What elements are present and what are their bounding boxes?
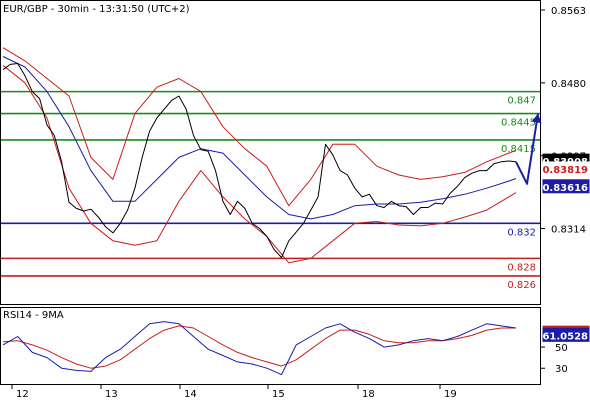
level-label-4: 0.828 bbox=[507, 262, 536, 273]
x-tick-label-0: 12 bbox=[16, 389, 29, 400]
rsi-panel-frame bbox=[0, 307, 541, 385]
projection-arrow-line bbox=[515, 113, 539, 185]
rsi-y-tick-label-1: 30 bbox=[555, 364, 568, 375]
x-tick-label-1: 13 bbox=[105, 389, 118, 400]
price-tag-2: 0.83616 bbox=[542, 183, 588, 194]
x-tick-label-3: 15 bbox=[272, 389, 285, 400]
y-tick-label-3: 0.8314 bbox=[551, 225, 586, 236]
rsi-y-tick-label-0: 50 bbox=[555, 343, 568, 354]
y-tick-label-1: 0.8480 bbox=[551, 79, 586, 90]
level-label-2: 0.8415 bbox=[501, 144, 536, 155]
level-label-0: 0.847 bbox=[507, 96, 536, 107]
x-tick-label-4: 18 bbox=[362, 389, 375, 400]
bollinger-upper-line bbox=[2, 47, 517, 207]
rsi-line bbox=[2, 321, 517, 376]
chart-title: EUR/GBP - 30min - 13:31:50 (UTC+2) bbox=[3, 4, 190, 15]
price-line bbox=[2, 63, 517, 258]
price-tag-2-box bbox=[542, 179, 590, 194]
price-tag-1: 0.83819 bbox=[542, 165, 588, 176]
rsi-title: RSI14 - 9MA bbox=[3, 310, 64, 321]
level-label-5: 0.826 bbox=[507, 280, 536, 291]
level-label-1: 0.8445 bbox=[501, 118, 536, 129]
bollinger-lower-line bbox=[2, 64, 517, 264]
x-tick-label-5: 19 bbox=[444, 389, 457, 400]
y-tick-label-0: 0.8563 bbox=[551, 6, 586, 17]
level-label-3: 0.832 bbox=[507, 227, 536, 238]
x-tick-label-2: 14 bbox=[184, 389, 197, 400]
price-tag-1-box bbox=[542, 161, 590, 176]
main-panel-frame bbox=[0, 0, 541, 305]
moving-average-line-0 bbox=[2, 56, 517, 220]
rsi-ma-line bbox=[2, 325, 516, 369]
rsi-tag-1-box bbox=[542, 327, 590, 342]
projection-arrow-head bbox=[531, 113, 542, 124]
rsi-tag-1: 61.0528 bbox=[542, 331, 588, 342]
